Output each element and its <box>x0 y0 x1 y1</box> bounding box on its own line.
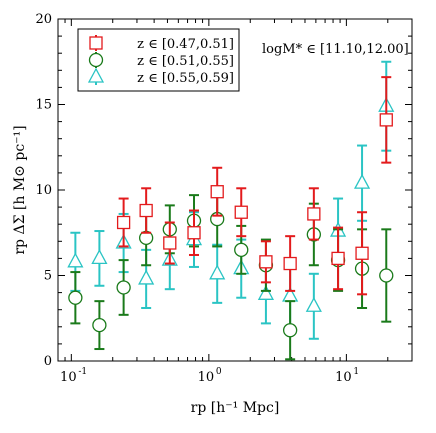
data-point-square <box>139 203 153 218</box>
legend-marker-triangle <box>87 67 105 83</box>
x-tick-exponent: 0 <box>216 367 222 377</box>
data-point-circle <box>68 290 83 305</box>
y-tick-label: 15 <box>35 98 52 113</box>
legend: z ∈ [0.47,0.51] z ∈ [0.51,0.55] z ∈ [0.55,… <box>77 28 240 92</box>
data-point-circle <box>92 317 107 333</box>
data-marks <box>67 60 395 361</box>
data-point-square <box>259 255 273 269</box>
legend-box <box>77 28 240 92</box>
data-point-triangle <box>257 284 275 300</box>
legend-marker-circle <box>88 52 104 68</box>
data-point-square <box>234 205 248 219</box>
y-tick-label: 10 <box>35 183 52 198</box>
legend-item: z ∈ [0.55,0.59] <box>87 67 234 86</box>
x-tick-label: 10 <box>60 370 77 385</box>
legend-item: z ∈ [0.51,0.55] <box>88 52 234 69</box>
data-point-triangle <box>138 269 155 285</box>
data-point-triangle <box>67 252 84 268</box>
x-tick-label: 10 <box>198 370 215 385</box>
data-point-square <box>379 113 393 127</box>
legend-label: z ∈ [0.51,0.55] <box>137 54 234 69</box>
data-point-circle <box>234 242 249 258</box>
data-point-circle <box>379 268 394 283</box>
data-point-triangle <box>91 249 108 265</box>
legend-marker-square <box>89 36 103 50</box>
x-tick-exponent: 1 <box>353 367 359 377</box>
data-point-triangle <box>209 264 226 280</box>
data-point-square <box>355 246 369 260</box>
data-point-square <box>187 226 201 240</box>
data-point-triangle <box>305 296 322 312</box>
mass-range-annotation: logM* ∈ [11.10,12.00] <box>262 42 409 57</box>
data-point-triangle <box>353 173 371 189</box>
data-point-square <box>116 215 131 230</box>
data-point-square <box>283 256 297 271</box>
legend-item: z ∈ [0.47,0.51] <box>89 35 234 52</box>
x-axis-label: rp [h⁻¹ Mpc] <box>191 400 280 416</box>
y-tick-label: 5 <box>44 269 52 284</box>
legend-label: z ∈ [0.47,0.51] <box>137 37 234 52</box>
series-triangle <box>67 60 395 340</box>
legend-label: z ∈ [0.55,0.59] <box>137 71 234 86</box>
y-axis-label: rp ΔΣ [h M⊙ pc⁻¹] <box>12 125 28 254</box>
data-point-square <box>163 236 177 250</box>
data-point-circle <box>116 280 131 295</box>
data-point-circle <box>282 323 298 338</box>
y-tick-label: 0 <box>44 354 52 369</box>
x-tick-exponent: -1 <box>78 367 87 377</box>
data-point-square <box>307 207 321 221</box>
y-tick-label: 20 <box>35 12 52 27</box>
data-point-square <box>331 251 345 266</box>
x-tick-label: 10 <box>335 370 352 385</box>
series-square <box>116 76 393 296</box>
data-point-square <box>210 185 224 199</box>
